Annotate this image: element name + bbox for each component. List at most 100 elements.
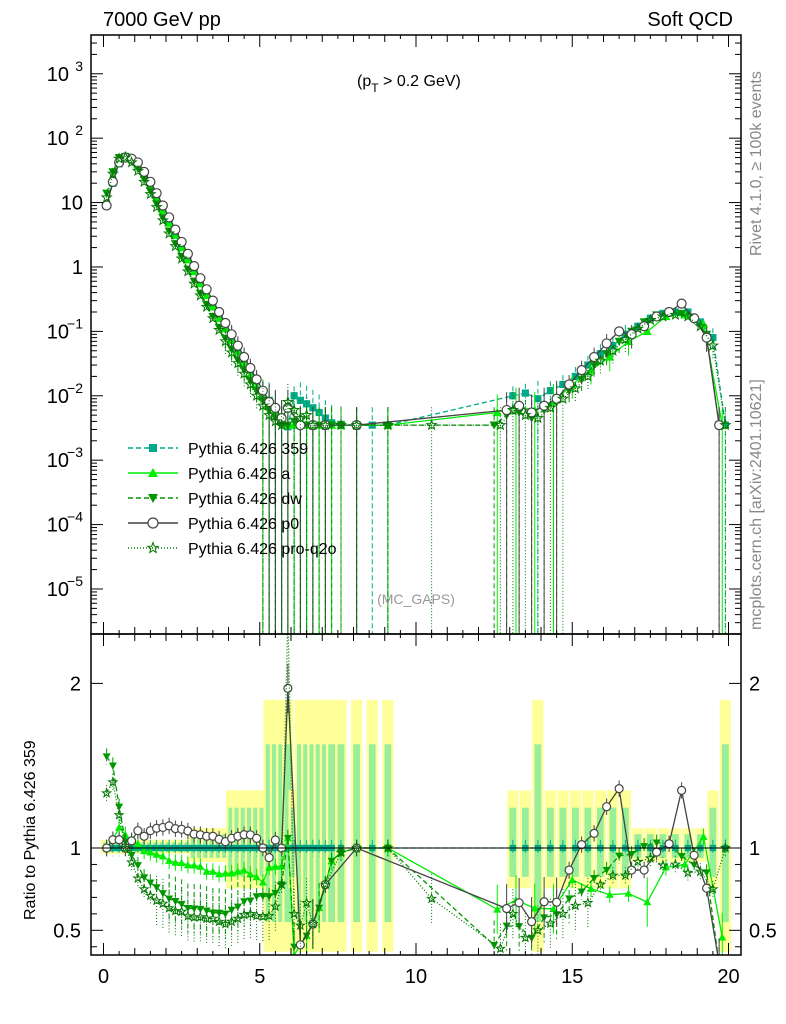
series-3-main-point <box>283 403 292 412</box>
series-3-ratio-point <box>690 851 698 859</box>
header-right-title: Soft QCD <box>647 9 733 32</box>
series-3-main-point <box>227 330 236 339</box>
series-3-ratio-point <box>503 905 511 913</box>
y-tick-label-main: 10 <box>47 579 69 601</box>
main-plot-area <box>102 151 730 634</box>
series-3-ratio-point <box>590 829 598 837</box>
series-3-ratio-point <box>565 866 573 874</box>
y-tick-label-ratio-right: 2 <box>749 673 760 695</box>
series-3-main-point <box>240 353 249 362</box>
series-0-main-point <box>534 395 541 402</box>
y-tick-label-exponent: 2 <box>75 122 83 138</box>
y-tick-label-exponent: −5 <box>67 573 83 589</box>
legend-label-1: Pythia 6.426 a <box>188 466 290 483</box>
y-tick-label-exponent: −3 <box>67 444 83 460</box>
series-3-main-point <box>215 307 224 316</box>
series-3-ratio-point <box>128 837 136 845</box>
legend-marker-3 <box>148 518 158 528</box>
series-1-ratio-point <box>643 898 651 905</box>
series-3-ratio-point <box>653 848 661 856</box>
series-3-main-point <box>271 403 280 412</box>
series-3-main-point <box>152 189 161 198</box>
y-tick-label-main: 10 <box>47 386 69 408</box>
series-3-main-point <box>233 341 242 350</box>
series-3-ratio-point <box>271 836 279 844</box>
series-2-ratio-point <box>109 762 117 769</box>
series-4-ratio-line <box>107 614 726 949</box>
series-3-ratio-point <box>540 898 548 906</box>
series-3-ratio-point <box>615 785 623 793</box>
y-tick-label-main: 10 <box>47 128 69 150</box>
y-tick-label-exponent: −4 <box>67 509 83 525</box>
ratio-band-green <box>722 744 729 922</box>
series-3-ratio-point <box>265 854 273 862</box>
ratio-band-green <box>328 744 335 922</box>
ratio-band-green <box>535 744 542 922</box>
series-3-main-point <box>196 274 205 283</box>
y-tick-label-exponent: 3 <box>75 58 83 74</box>
ratio-band-green <box>369 744 376 922</box>
series-1-ratio-point <box>165 857 173 864</box>
series-2-ratio-point <box>134 862 142 869</box>
series-3-ratio-point <box>515 899 523 907</box>
ratio-band-green <box>338 744 345 922</box>
legend-label-4: Pythia 6.426 pro-q2o <box>188 541 337 558</box>
y-tick-label-exponent: −1 <box>67 315 83 331</box>
y-tick-label-ratio: 2 <box>70 673 81 695</box>
side-label-mcplots: mcplots.cern.ch [arXiv:2401.10621] <box>748 379 766 630</box>
y-tick-label-main: 10 <box>47 64 69 86</box>
legend-marker-0 <box>149 444 157 452</box>
series-3-ratio-point <box>253 834 261 842</box>
y-tick-label-main: 10 <box>61 193 83 215</box>
series-3-ratio-point <box>578 841 586 849</box>
series-3-ratio-point <box>284 684 292 692</box>
series-3-ratio-point <box>678 786 686 794</box>
series-3-ratio-point <box>665 840 673 848</box>
series-3-ratio-point <box>603 803 611 811</box>
ratio-plot-area <box>101 589 731 988</box>
y-tick-label-ratio: 0.5 <box>53 920 81 942</box>
x-tick-label: 10 <box>405 966 427 988</box>
y-tick-label-main: 10 <box>47 450 69 472</box>
y-tick-label-main: 1 <box>72 257 83 279</box>
side-label-rivet: Rivet 4.1.0, ≥ 100k events <box>748 71 766 256</box>
series-3-main-point <box>577 366 586 375</box>
x-tick-label: 5 <box>254 966 265 988</box>
legend-label-3: Pythia 6.426 p0 <box>188 516 299 533</box>
series-3-main-point <box>190 262 199 271</box>
series-3-main-point <box>602 339 611 348</box>
ratio-band-green <box>385 744 392 922</box>
y-tick-label-ratio: 1 <box>70 838 81 860</box>
series-3-main-point <box>202 285 211 294</box>
y-tick-label-ratio-right: 1 <box>749 838 760 860</box>
analysis-watermark: (MC_GAPS) <box>377 591 455 607</box>
chart-svg: 0 5 10 15 2010 310 210110−110−210−310−410−52 21… <box>0 0 786 1024</box>
y-tick-label-main: 10 <box>47 515 69 537</box>
cut-annotation: (pT > 0.2 GeV) <box>357 73 461 95</box>
series-3-main-point <box>221 318 230 327</box>
y-tick-label-exponent: −2 <box>67 380 83 396</box>
series-3-main-point <box>246 364 255 373</box>
ratio-y-axis-label: Ratio to Pythia 6.426 359 <box>22 740 40 920</box>
ratio-band-green <box>353 744 360 922</box>
x-tick-label: 15 <box>561 966 583 988</box>
series-2-ratio-point <box>578 888 586 895</box>
series-3-ratio-point <box>553 898 561 906</box>
header-left-title: 7000 GeV pp <box>103 9 221 32</box>
series-3-main-point <box>615 327 624 336</box>
legend-label-2: Pythia 6.426 dw <box>188 491 302 508</box>
legend-label-0: Pythia 6.426 359 <box>188 441 308 458</box>
series-3-ratio-point <box>296 941 304 949</box>
series-4-ratio-point <box>140 885 148 893</box>
series-3-ratio-point <box>115 836 123 844</box>
series-3-main-point <box>208 296 217 305</box>
series-2-ratio-point <box>103 753 111 760</box>
y-tick-label-main: 10 <box>47 321 69 343</box>
series-3-ratio-point <box>528 918 536 926</box>
series-3-main-point <box>102 201 111 210</box>
x-tick-label: 20 <box>717 966 739 988</box>
series-3-ratio-point <box>640 866 648 874</box>
series-3-ratio-point <box>628 866 636 874</box>
series-0-main-point <box>522 390 529 397</box>
x-tick-label: 0 <box>98 966 109 988</box>
